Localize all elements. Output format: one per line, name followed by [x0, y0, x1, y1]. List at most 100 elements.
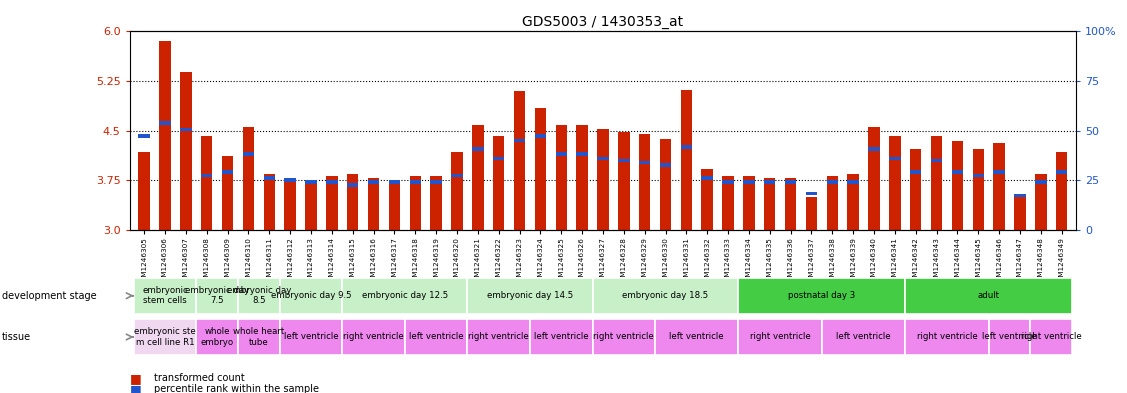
Bar — [597, 129, 609, 230]
Text: ■: ■ — [130, 382, 141, 393]
Title: GDS5003 / 1430353_at: GDS5003 / 1430353_at — [523, 15, 683, 29]
Bar — [367, 180, 380, 184]
Bar — [905, 319, 988, 355]
Bar — [1014, 194, 1026, 197]
Bar — [305, 180, 317, 184]
Bar — [764, 178, 775, 230]
Bar — [951, 141, 964, 230]
Text: right ventricle: right ventricle — [916, 332, 977, 342]
Bar — [826, 176, 838, 230]
Text: embryonic day 12.5: embryonic day 12.5 — [362, 291, 447, 300]
Bar — [279, 278, 343, 314]
Text: whole
embryo: whole embryo — [201, 327, 233, 347]
Bar — [472, 147, 483, 151]
Bar — [222, 156, 233, 230]
Bar — [659, 139, 672, 230]
Bar — [784, 178, 797, 230]
Bar — [180, 72, 192, 230]
Text: postnatal day 3: postnatal day 3 — [788, 291, 855, 300]
Text: whole heart
tube: whole heart tube — [233, 327, 284, 347]
Bar — [134, 278, 196, 314]
Bar — [451, 174, 463, 178]
Bar — [806, 197, 817, 230]
Bar — [556, 125, 567, 230]
Bar — [514, 139, 525, 142]
Bar — [593, 319, 655, 355]
Text: left ventricle: left ventricle — [983, 332, 1037, 342]
Text: right ventricle: right ventricle — [469, 332, 529, 342]
Bar — [534, 134, 547, 138]
Bar — [264, 176, 275, 180]
Bar — [848, 174, 859, 230]
Bar — [305, 180, 317, 230]
Bar — [389, 180, 400, 230]
Text: embryonic day
7.5: embryonic day 7.5 — [185, 286, 249, 305]
Text: development stage: development stage — [2, 291, 97, 301]
Bar — [326, 180, 338, 184]
Bar — [284, 178, 296, 182]
Bar — [784, 180, 797, 184]
Text: left ventricle: left ventricle — [534, 332, 588, 342]
Text: embryonic day 9.5: embryonic day 9.5 — [270, 291, 352, 300]
Bar — [1035, 174, 1047, 230]
Bar — [764, 180, 775, 184]
Bar — [909, 170, 922, 173]
Text: left ventricle: left ventricle — [669, 332, 724, 342]
Bar — [159, 41, 171, 230]
Bar — [238, 278, 279, 314]
Bar — [655, 319, 738, 355]
Bar — [492, 157, 505, 160]
Bar — [1030, 319, 1072, 355]
Bar — [889, 136, 900, 230]
Text: embryonic
stem cells: embryonic stem cells — [142, 286, 188, 305]
Bar — [1035, 180, 1047, 184]
Bar — [159, 121, 171, 125]
Bar — [343, 319, 405, 355]
Bar — [431, 180, 442, 184]
Bar — [639, 161, 650, 164]
Bar — [242, 127, 255, 230]
Text: embryonic day
8.5: embryonic day 8.5 — [227, 286, 291, 305]
Bar — [196, 319, 238, 355]
Bar — [738, 278, 905, 314]
Bar — [576, 152, 588, 156]
Bar — [472, 125, 483, 230]
Bar — [201, 136, 213, 230]
Bar — [409, 176, 421, 230]
Bar — [279, 319, 343, 355]
Bar — [905, 278, 1072, 314]
Bar — [242, 152, 255, 156]
Bar — [868, 147, 880, 151]
Bar — [196, 278, 238, 314]
Text: embryonic day 18.5: embryonic day 18.5 — [622, 291, 709, 300]
Bar — [701, 176, 713, 180]
Bar — [738, 319, 822, 355]
Bar — [639, 134, 650, 230]
Text: right ventricle: right ventricle — [344, 332, 403, 342]
Bar — [681, 145, 692, 149]
Bar — [618, 132, 630, 230]
Bar — [868, 127, 880, 230]
Bar — [889, 157, 900, 160]
Bar — [431, 176, 442, 230]
Bar — [973, 149, 984, 230]
Bar — [951, 170, 964, 173]
Bar — [909, 149, 922, 230]
Bar — [530, 319, 593, 355]
Text: transformed count: transformed count — [154, 373, 246, 383]
Text: left ventricle: left ventricle — [284, 332, 338, 342]
Text: right ventricle: right ventricle — [1021, 332, 1082, 342]
Bar — [597, 157, 609, 160]
Bar — [389, 180, 400, 184]
Bar — [593, 278, 738, 314]
Bar — [722, 180, 734, 184]
Text: tissue: tissue — [2, 332, 32, 342]
Bar — [347, 183, 358, 187]
Bar — [973, 174, 984, 178]
Text: embryonic day 14.5: embryonic day 14.5 — [487, 291, 574, 300]
Bar — [326, 176, 338, 230]
Bar — [618, 159, 630, 162]
Bar — [1056, 152, 1067, 230]
Bar — [993, 170, 1005, 173]
Text: ■: ■ — [130, 371, 141, 385]
